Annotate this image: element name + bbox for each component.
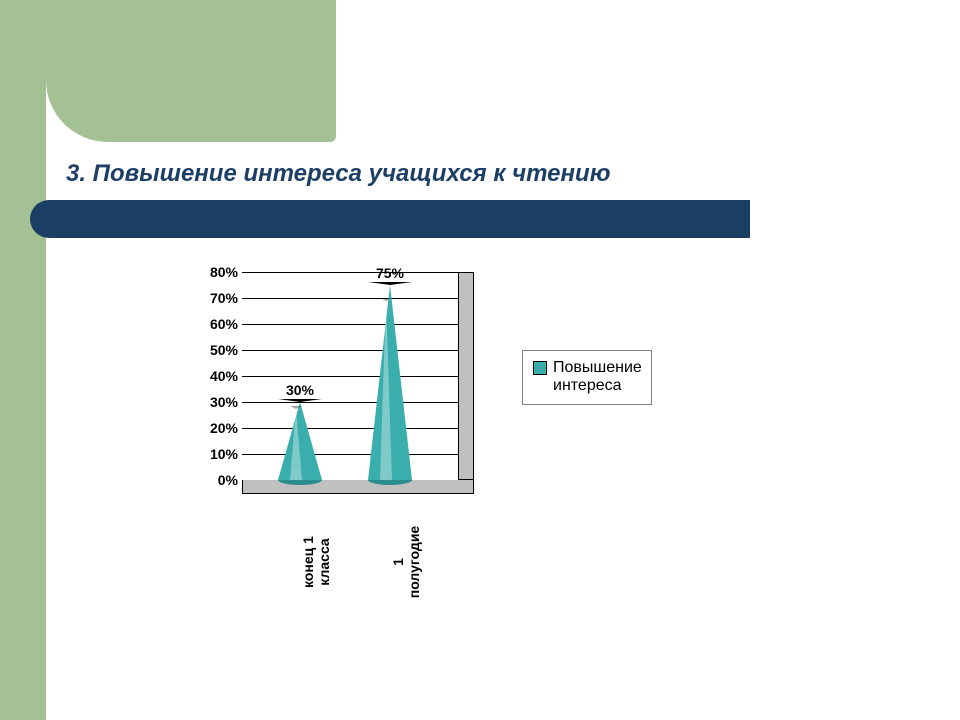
- page-title: 3. Повышение интереса учащихся к чтению: [66, 160, 610, 188]
- x-category-label: конец 1класса: [300, 512, 332, 612]
- gridline: [242, 298, 474, 299]
- y-tick-label: 70%: [192, 290, 238, 306]
- gridline: [242, 376, 474, 377]
- x-category-label: 1полугодие: [390, 512, 422, 612]
- y-tick-label: 10%: [192, 446, 238, 462]
- gridline: [242, 272, 474, 273]
- gridline: [242, 350, 474, 351]
- data-label: 75%: [370, 265, 410, 281]
- cone-highlight: [290, 406, 302, 480]
- y-tick-label: 80%: [192, 264, 238, 280]
- gridline: [242, 428, 474, 429]
- y-tick-label: 0%: [192, 472, 238, 488]
- chart: 0%10%20%30%40%50%60%70%80% 30% 75% конец…: [178, 272, 738, 592]
- cone-highlight: [380, 298, 392, 480]
- gridline: [242, 454, 474, 455]
- y-tick-label: 50%: [192, 342, 238, 358]
- y-tick-label: 40%: [192, 368, 238, 384]
- divider-bar: [30, 200, 750, 238]
- gridline: [242, 324, 474, 325]
- legend: Повышение интереса: [522, 350, 652, 405]
- corner-curve: [46, 0, 336, 142]
- left-stripe: [0, 0, 46, 720]
- gridline: [242, 402, 474, 403]
- y-tick-label: 20%: [192, 420, 238, 436]
- chart-plot: 30% 75%: [242, 272, 474, 480]
- chart-right-wall: [458, 272, 474, 480]
- legend-label: Повышение интереса: [553, 359, 642, 396]
- y-tick-label: 60%: [192, 316, 238, 332]
- y-tick-label: 30%: [192, 394, 238, 410]
- data-label: 30%: [280, 382, 320, 398]
- legend-swatch: [533, 361, 547, 375]
- chart-floor: [242, 480, 474, 494]
